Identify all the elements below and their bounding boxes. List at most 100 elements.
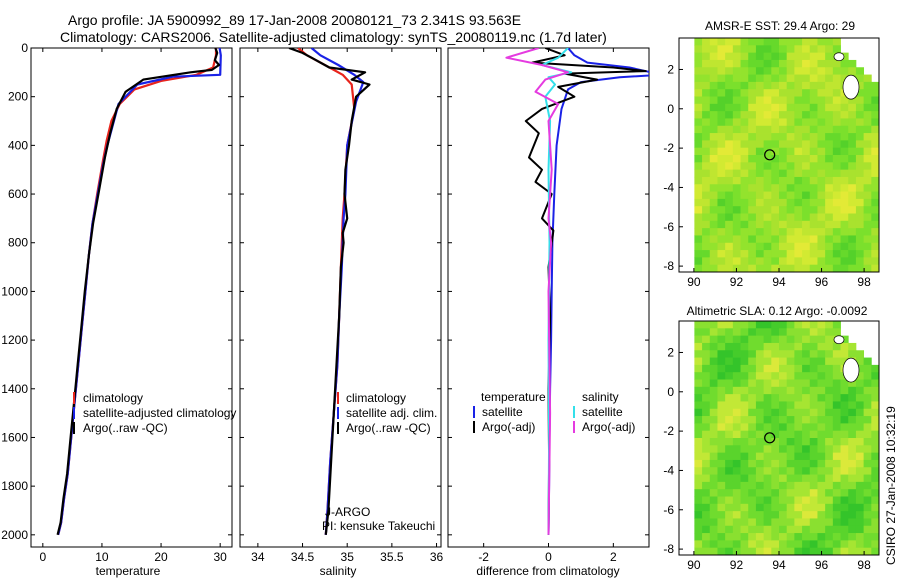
map-cell [763,228,772,236]
map-cell [779,38,788,46]
map-cell [725,111,734,119]
map-cell [779,416,788,424]
map-cell [855,81,865,90]
map-cell [732,184,741,192]
map-cell [717,81,726,90]
legend-label-climatology: climatology [83,391,143,405]
map-cell [771,206,780,214]
map-cell [863,81,872,90]
map-cell [832,59,841,68]
map-cell [786,547,795,555]
map-y-tick-label: -2 [663,141,674,155]
map-cell [740,379,749,388]
y-tick-label: 600 [8,187,28,201]
map-cell [732,364,741,373]
map-cell [786,176,795,185]
map-cell [755,496,765,505]
map-cell [709,474,718,483]
map-cell [786,147,795,156]
sla-heatmap [679,321,879,555]
map-cell [748,459,757,468]
map-cell [871,250,879,258]
map-cell [786,394,795,402]
map-cell [825,96,834,105]
series-salinity-satellite [541,48,573,535]
map-cell [717,328,726,337]
map-cell [825,459,834,468]
map-cell [725,89,734,97]
map-cell [786,511,795,519]
map-cell [802,147,811,156]
map-cell [763,140,772,149]
map-cell [817,147,826,156]
map-cell [755,321,765,329]
map-cell [717,357,726,366]
map-cell [802,118,811,127]
map-cell [809,481,818,490]
map-cell [771,518,780,527]
map-cell [871,125,879,134]
map-cell [709,342,718,351]
map-cell [763,459,772,468]
map-cell [740,45,749,54]
map-cell [709,335,718,344]
map-cell [840,198,849,207]
map-cell [802,242,811,251]
map-cell [871,111,879,119]
map-cell [725,481,734,490]
map-cell [694,547,703,555]
map-cell [702,191,711,200]
map-cell [825,206,834,214]
map-cell [832,67,841,75]
map-cell [694,264,703,272]
map-cell [694,386,703,395]
map-cell [840,401,849,410]
map-cell [825,162,834,171]
map-cell [717,184,726,192]
map-cell [817,423,826,432]
map-cell [771,445,780,454]
map-cell [725,191,734,200]
map-cell [732,518,741,527]
map-cell [840,533,849,541]
map-cell [740,133,749,141]
map-cell [840,220,849,229]
map-cell [832,357,841,366]
map-cell [817,242,826,251]
map-cell [848,140,857,149]
map-cell [871,445,879,454]
legend-label-argo: Argo(..raw -QC) [346,421,431,435]
argo-location-marker [764,432,776,444]
series-argo [288,48,371,535]
map-cell [794,264,803,272]
map-cell [725,162,734,171]
map-cell [817,140,826,149]
island [842,74,860,100]
map-cell [786,133,795,141]
y-tick-label: 1000 [1,284,28,298]
map-cell [855,416,865,424]
map-cell [855,350,865,358]
map-cell [763,242,772,251]
map-cell [825,372,834,380]
map-cell [871,525,879,534]
map-cell [848,430,857,439]
map-cell [732,162,741,171]
map-cell [832,540,841,549]
map-cell [809,169,818,178]
map-cell [802,423,811,432]
map-cell [786,474,795,483]
map-cell [763,416,772,424]
map-cell [732,242,741,251]
map-cell [871,459,879,468]
map-cell [740,250,749,258]
annotation-pi: PI: kensuke Takeuchi [322,519,435,533]
map-cell [755,118,765,127]
map-cell [702,335,711,344]
map-cell [794,423,803,432]
map-cell [755,342,765,351]
map-cell [748,140,757,149]
map-cell [817,111,826,119]
map-cell [694,335,703,344]
map-cell [763,540,772,549]
